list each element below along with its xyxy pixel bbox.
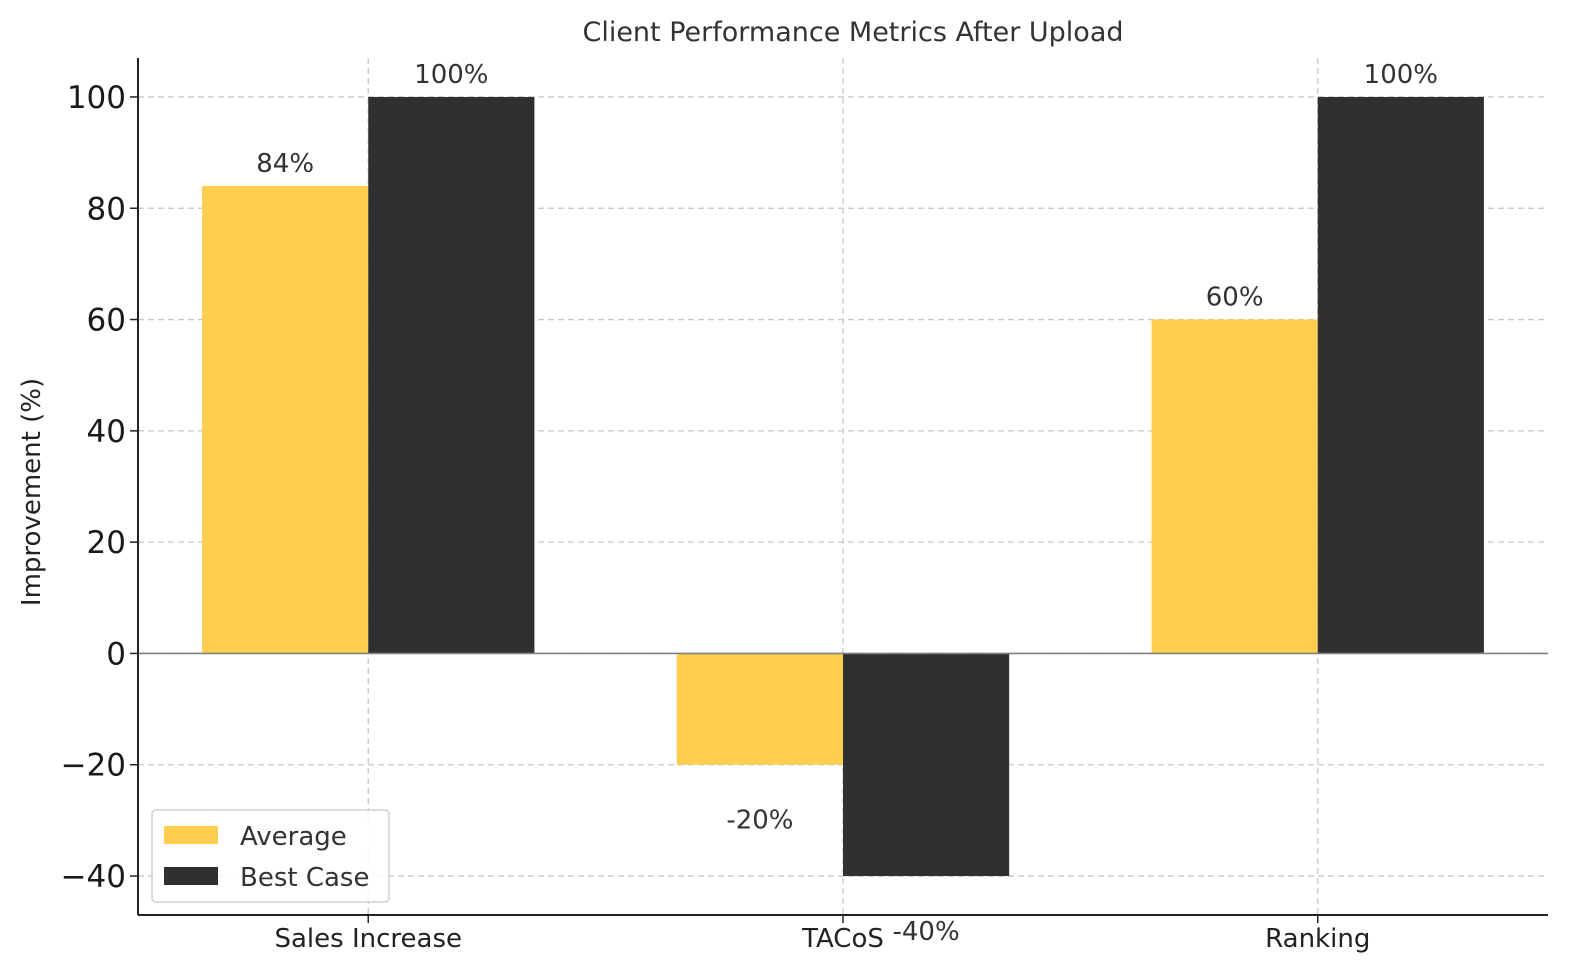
y-tick-label: 60	[87, 303, 126, 339]
x-tick-label: Ranking	[1265, 924, 1370, 954]
legend-swatch	[164, 867, 218, 885]
y-tick-label: −20	[61, 748, 126, 784]
data-label: 100%	[414, 60, 488, 90]
y-tick-label: 100	[67, 80, 126, 116]
legend-label: Best Case	[240, 863, 369, 893]
bar-best-case	[368, 96, 535, 654]
x-tick-label: TACoS	[801, 924, 884, 954]
bar-average	[202, 185, 369, 654]
y-axis-label: Improvement (%)	[17, 378, 47, 606]
y-tick-label: 20	[87, 525, 126, 561]
data-labels: 84% -20% 60% 100% -40% 100%	[256, 60, 1438, 947]
bars	[202, 96, 1484, 877]
legend-label: Average	[240, 822, 347, 852]
legend: Average Best Case	[151, 809, 390, 903]
y-tick-label: 40	[87, 414, 126, 450]
bar-average	[1151, 319, 1318, 654]
y-tick-label: 0	[106, 636, 126, 672]
legend-swatch	[164, 826, 218, 844]
data-label: -20%	[726, 806, 793, 836]
axes: −40 −20 0 20 40 60 80 100 Sales Increase TACoS Ran…	[61, 58, 1548, 954]
y-tick-label: 80	[87, 191, 126, 227]
bar-best-case	[1317, 96, 1484, 654]
data-label: 100%	[1364, 60, 1438, 90]
data-label: -40%	[892, 917, 959, 947]
bar-average	[676, 653, 843, 765]
x-tick-label: Sales Increase	[275, 924, 463, 954]
bar-best-case	[843, 653, 1010, 877]
data-label: 60%	[1206, 283, 1264, 313]
data-label: 84%	[256, 149, 314, 179]
chart-title: Client Performance Metrics After Upload	[582, 17, 1123, 48]
y-tick-label: −40	[61, 859, 126, 895]
